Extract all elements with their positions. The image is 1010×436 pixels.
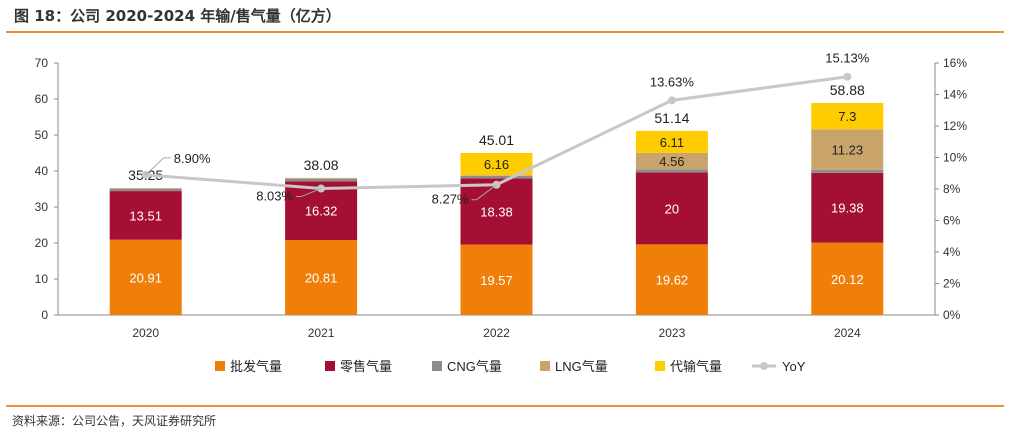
legend-label: LNG气量 [555, 359, 608, 374]
legend-marker [760, 362, 768, 370]
y2-tick-label: 2% [943, 277, 961, 291]
data-label: 20.81 [305, 271, 338, 286]
y-tick-label: 0 [41, 308, 48, 322]
x-tick-label: 2022 [483, 326, 510, 340]
y2-tick-label: 16% [943, 56, 967, 70]
data-label: 19.38 [831, 201, 864, 216]
bottom-rule [6, 405, 1004, 407]
total-label: 45.01 [479, 132, 514, 148]
bar-segment [460, 175, 533, 176]
legend-label: 零售气量 [340, 359, 392, 374]
y-tick-label: 70 [35, 56, 49, 70]
data-label: 18.38 [480, 204, 513, 219]
bar-segment [635, 172, 708, 245]
data-label: 13.51 [129, 208, 162, 223]
yoy-label: 8.90% [174, 151, 211, 166]
y2-tick-label: 0% [943, 308, 961, 322]
bar-segment [460, 178, 533, 245]
leader-line [145, 157, 171, 176]
data-label: 20 [665, 201, 679, 216]
bar-segment [811, 172, 884, 243]
top-rule [6, 31, 1004, 33]
data-label: 7.3 [838, 109, 856, 124]
yoy-label: 8.27% [432, 192, 469, 207]
total-label: 58.88 [830, 82, 865, 98]
bar-segment [811, 242, 884, 315]
data-label: 19.57 [480, 273, 513, 288]
y2-tick-label: 12% [943, 119, 967, 133]
legend-swatch [215, 361, 225, 371]
bar-segment [109, 239, 182, 315]
data-label: 11.23 [832, 143, 864, 158]
y-tick-label: 60 [35, 92, 49, 106]
y-tick-label: 50 [35, 128, 49, 142]
legend-swatch [655, 361, 665, 371]
x-tick-label: 2024 [834, 326, 861, 340]
legend-swatch [540, 361, 550, 371]
bar-segment [635, 244, 708, 315]
legend-swatch [432, 361, 442, 371]
x-tick-label: 2020 [132, 326, 159, 340]
data-label: 19.62 [656, 273, 689, 288]
yoy-label: 13.63% [650, 74, 695, 89]
total-label: 38.08 [304, 157, 339, 173]
y2-tick-label: 6% [943, 214, 961, 228]
total-label: 51.14 [654, 110, 689, 126]
y2-tick-label: 14% [943, 88, 967, 102]
legend-label: 批发气量 [230, 359, 282, 374]
leader-line [471, 184, 497, 201]
y2-tick-label: 8% [943, 182, 961, 196]
y-tick-label: 10 [35, 272, 49, 286]
bar-segment [635, 152, 708, 170]
y-tick-label: 40 [35, 164, 49, 178]
legend-label: 代输气量 [670, 359, 722, 374]
y2-tick-label: 4% [943, 245, 961, 259]
x-tick-label: 2023 [659, 326, 686, 340]
legend-label: YoY [782, 359, 806, 374]
bar-segment [285, 240, 358, 315]
legend-label: CNG气量 [447, 359, 502, 374]
bar-segment [285, 177, 358, 179]
data-label: 16.32 [305, 204, 338, 219]
bar-segment [109, 188, 182, 189]
bar-segment [811, 169, 884, 173]
yoy-point [667, 96, 676, 105]
bar-segment [109, 188, 182, 192]
leader-line [296, 188, 322, 198]
y2-tick-label: 10% [943, 151, 967, 165]
y-tick-label: 30 [35, 200, 49, 214]
bar-segment [635, 130, 708, 153]
bar-segment [811, 103, 884, 130]
y-tick-label: 20 [35, 236, 49, 250]
source-note: 资料来源：公司公告，天风证券研究所 [12, 414, 217, 428]
data-label: 4.56 [659, 154, 684, 169]
bar-segment [109, 191, 182, 240]
data-label: 20.91 [129, 270, 162, 285]
bar-segment [811, 129, 884, 170]
yoy-point [843, 72, 852, 81]
data-label: 6.11 [660, 135, 684, 150]
figure-title: 图 18：公司 2020-2024 年输/售气量（亿方） [14, 7, 341, 25]
data-label: 6.16 [484, 157, 509, 172]
yoy-label: 8.03% [256, 189, 293, 204]
bar-segment [460, 152, 533, 176]
bar-segment [285, 178, 358, 182]
bar-segment [460, 244, 533, 315]
bar-segment [460, 175, 533, 179]
data-label: 20.12 [831, 272, 864, 287]
x-tick-label: 2021 [308, 326, 335, 340]
legend-swatch [325, 361, 335, 371]
bar-segment [635, 169, 708, 173]
yoy-label: 15.13% [825, 51, 870, 66]
